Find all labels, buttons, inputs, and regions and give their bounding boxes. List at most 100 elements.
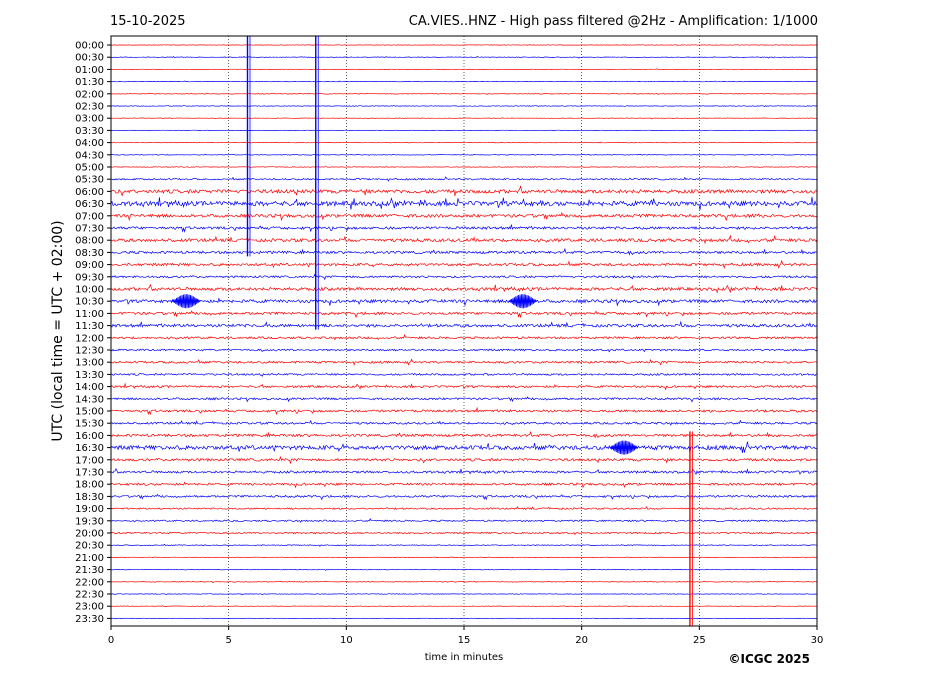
trace-line (110, 247, 818, 256)
trace-line (110, 382, 818, 391)
y-tick-label: 23:00 (75, 602, 104, 613)
x-axis-label: time in minutes (425, 652, 504, 663)
x-tick-label: 20 (575, 635, 588, 646)
y-tick-label: 19:00 (75, 504, 104, 515)
trace-line (110, 80, 818, 83)
y-tick-label: 07:00 (75, 211, 104, 222)
y-tick-label: 00:00 (75, 41, 104, 52)
trace-line (110, 605, 818, 608)
y-tick-label: 10:00 (75, 285, 104, 296)
x-gridlines (228, 36, 700, 626)
x-tick-label: 25 (693, 635, 706, 646)
x-tick-label: 5 (225, 635, 231, 646)
y-tick-label: 22:00 (75, 577, 104, 588)
trace-line (110, 224, 818, 233)
trace-line (110, 297, 818, 307)
event-burst (608, 440, 639, 455)
trace-line (110, 543, 818, 547)
chart-title: CA.VIES..HNZ - High pass filtered @2Hz -… (409, 14, 818, 29)
trace-line (110, 310, 818, 319)
trace-line (110, 55, 817, 59)
trace-line (110, 531, 818, 536)
y-tick-label: 07:30 (75, 224, 104, 235)
y-tick-label: 20:00 (75, 529, 104, 540)
y-tick-label: 20:30 (75, 541, 104, 552)
trace-line (110, 320, 818, 328)
y-tick-label: 06:00 (75, 187, 104, 198)
event-burst (171, 294, 201, 309)
trace-line (110, 467, 818, 476)
y-tick-label: 04:30 (75, 150, 104, 161)
trace-line (110, 185, 818, 197)
trace-line (110, 568, 818, 571)
trace-line (110, 430, 817, 439)
y-tick-label: 09:30 (75, 272, 104, 283)
trace-line (110, 166, 818, 168)
trace-line (111, 259, 818, 270)
copyright-label: ©ICGC 2025 (728, 652, 810, 666)
y-tick-label: 19:30 (75, 516, 104, 527)
x-tick-labels: 0 5 10 15 20 25 30 (108, 626, 823, 646)
trace-line (110, 117, 818, 120)
trace-line (110, 273, 818, 281)
trace-line (110, 283, 818, 294)
trace-line (110, 505, 817, 510)
trace-line (110, 334, 818, 341)
y-tick-label: 12:00 (75, 333, 104, 344)
y-tick-label: 18:00 (75, 480, 104, 491)
trace-line (110, 455, 818, 465)
y-tick-label: 03:30 (75, 126, 104, 137)
y-tick-label: 09:00 (75, 260, 104, 271)
trace-line (110, 419, 818, 426)
y-tick-label: 21:30 (75, 565, 104, 576)
y-tick-label: 02:00 (75, 89, 104, 100)
trace-line (111, 68, 818, 71)
x-tick-label: 0 (108, 635, 114, 646)
y-tick-label: 18:30 (75, 492, 104, 503)
trace-line (111, 176, 818, 182)
trace-line (110, 581, 818, 584)
y-tick-label: 13:30 (75, 370, 104, 381)
trace-line (110, 493, 818, 501)
trace-line (111, 593, 818, 596)
event-marks (171, 36, 693, 626)
trace-line (110, 518, 818, 523)
y-tick-label: 00:30 (75, 53, 104, 64)
y-tick-label: 14:30 (75, 394, 104, 405)
y-tick-label: 03:00 (75, 114, 104, 125)
trace-line (110, 92, 817, 95)
y-tick-label: 05:30 (75, 175, 104, 186)
x-tick-label: 10 (340, 635, 353, 646)
y-tick-label: 02:30 (75, 102, 104, 113)
y-tick-label: 11:00 (75, 309, 104, 320)
x-tick-label: 15 (458, 635, 471, 646)
y-tick-label: 15:30 (75, 419, 104, 430)
trace-line (110, 348, 818, 353)
y-tick-label: 01:00 (75, 65, 104, 76)
y-tick-label: 22:30 (75, 590, 104, 601)
y-tick-label: 10:30 (75, 297, 104, 308)
trace-line (110, 396, 818, 403)
y-tick-label: 16:00 (75, 431, 104, 442)
trace-line (110, 196, 818, 211)
trace-line (110, 441, 818, 454)
y-tick-label: 23:30 (75, 614, 104, 625)
y-tick-label: 06:30 (75, 199, 104, 210)
y-tick-label: 12:30 (75, 346, 104, 357)
trace-rows (110, 44, 818, 619)
y-tick-label: 17:00 (75, 455, 104, 466)
y-tick-label: 21:00 (75, 553, 104, 564)
y-tick-label: 04:00 (75, 138, 104, 149)
trace-line (110, 406, 818, 416)
trace-line (110, 44, 818, 46)
trace-line (110, 129, 818, 132)
trace-line (110, 211, 818, 222)
y-tick-label: 14:00 (75, 382, 104, 393)
y-tick-label: 01:30 (75, 77, 104, 88)
trace-line (110, 358, 818, 366)
trace-line (111, 141, 818, 144)
y-tick-label: 05:00 (75, 163, 104, 174)
trace-line (110, 234, 818, 245)
